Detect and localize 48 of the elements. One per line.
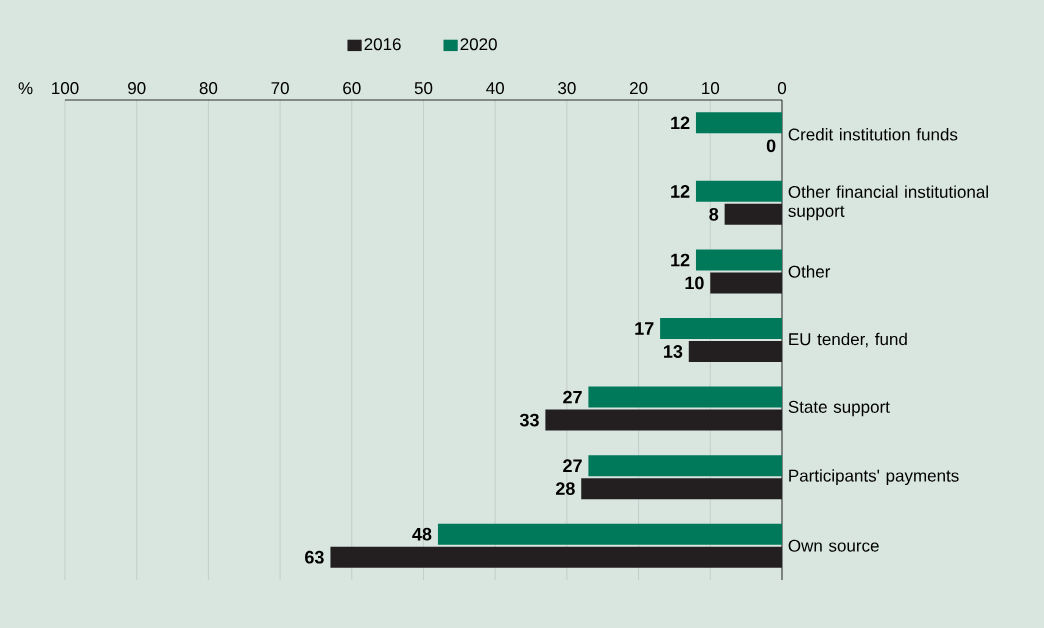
x-tick-label: 60 — [343, 82, 361, 95]
x-tick-label: 0 — [777, 82, 787, 95]
bar — [710, 272, 782, 294]
data-label: 13 — [664, 345, 683, 358]
y-tick-label: Other — [788, 265, 831, 278]
bar — [581, 478, 782, 500]
bar — [695, 249, 782, 271]
bar — [330, 546, 782, 568]
x-tick-label: 30 — [558, 82, 576, 95]
bar — [660, 318, 782, 339]
data-label: 10 — [685, 276, 704, 290]
bar — [545, 409, 782, 431]
legend-label: 2020 — [460, 38, 497, 51]
data-label: 27 — [563, 459, 582, 472]
x-tick-label: 80 — [199, 82, 218, 95]
y-tick-label: Own source — [788, 539, 879, 552]
data-label: 28 — [555, 482, 575, 495]
x-axis-title: % — [18, 82, 33, 95]
bar — [695, 112, 782, 134]
x-tick-label: 100 — [52, 82, 79, 95]
data-label: 12 — [671, 253, 690, 267]
bar — [588, 455, 782, 477]
x-tick-label: 10 — [702, 82, 720, 95]
data-label: 33 — [519, 413, 539, 427]
bar — [688, 341, 782, 362]
x-tick-label: 40 — [486, 82, 504, 95]
bar — [437, 523, 782, 545]
data-label: 27 — [563, 390, 582, 404]
bar — [695, 180, 782, 202]
y-tick-label: State support — [788, 400, 890, 417]
data-label: 12 — [671, 185, 690, 198]
y-tick-label: Credit institution funds — [788, 128, 958, 141]
data-label: 0 — [766, 139, 776, 153]
data-label: 48 — [412, 527, 432, 541]
x-tick-label: 20 — [630, 82, 648, 95]
bar — [588, 386, 782, 408]
data-label: 63 — [305, 550, 324, 564]
x-tick-label: 50 — [414, 82, 433, 95]
data-label: 17 — [635, 322, 654, 335]
y-tick-label: Participants' payments — [789, 469, 959, 486]
data-label: 12 — [671, 116, 690, 130]
x-tick-label: 90 — [128, 82, 146, 95]
data-label: 8 — [709, 207, 719, 221]
y-tick-label: EU tender, fund — [789, 332, 907, 348]
bar — [724, 203, 782, 225]
y-tick-label: Other financial institutional support — [788, 185, 988, 221]
x-tick-label: 70 — [271, 82, 289, 95]
legend-label: 2016 — [364, 38, 401, 51]
